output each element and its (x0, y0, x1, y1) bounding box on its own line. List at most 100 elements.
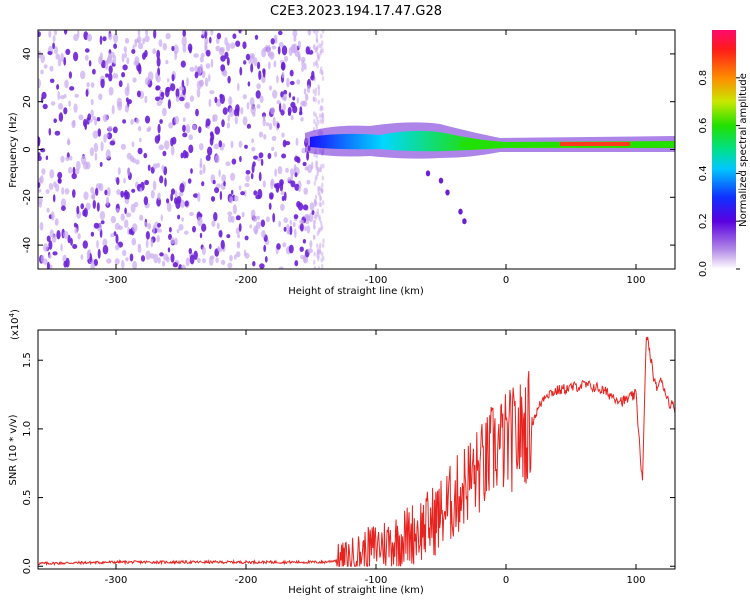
noise-blob (196, 88, 201, 98)
noise-blob (172, 262, 179, 268)
noise-blob (317, 266, 321, 269)
noise-blob (144, 49, 148, 58)
noise-blob (110, 233, 115, 238)
noise-blob (162, 150, 167, 157)
tail-scatter (425, 170, 467, 225)
noise-blob (182, 117, 186, 122)
noise-blob (202, 258, 206, 264)
noise-blob (209, 243, 212, 250)
noise-blob (210, 58, 214, 68)
noise-blob (219, 47, 225, 56)
noise-blob (264, 255, 268, 263)
spectrogram-y-ticks: -40 -20 0 20 40 (22, 48, 675, 253)
noise-blob (175, 96, 180, 103)
snr-y-scale-exponent: 4 (8, 312, 16, 317)
noise-blob (220, 55, 226, 62)
noise-blob (197, 192, 201, 202)
noise-blob (229, 196, 234, 204)
noise-blob (297, 40, 302, 49)
noise-blob (126, 152, 132, 160)
noise-blob (161, 164, 165, 172)
noise-blob (317, 90, 320, 96)
noise-blob (54, 218, 59, 226)
noise-blob (210, 196, 216, 202)
noise-blob (188, 144, 194, 154)
noise-blob (269, 51, 275, 60)
noise-blob (102, 36, 107, 42)
noise-blob (250, 63, 254, 73)
noise-blob (200, 52, 205, 58)
noise-blob (124, 219, 129, 228)
noise-blob (85, 89, 89, 97)
noise-blob (135, 159, 140, 165)
noise-blob (166, 198, 170, 204)
colorbar-gradient (712, 30, 736, 269)
noise-blob (226, 57, 230, 66)
noise-scatter (38, 30, 325, 269)
noise-blob (299, 246, 304, 252)
noise-blob (258, 131, 264, 138)
noise-blob (108, 65, 113, 74)
noise-blob (271, 45, 277, 50)
noise-blob (124, 86, 130, 97)
y-tick-label: 40 (22, 48, 33, 61)
noise-blob (269, 192, 274, 199)
noise-blob (57, 58, 62, 67)
x-tick-label: 100 (626, 575, 645, 586)
noise-blob (319, 50, 323, 56)
noise-blob (120, 143, 126, 150)
noise-blob (251, 146, 256, 152)
noise-blob (246, 123, 251, 129)
noise-blob (254, 34, 259, 40)
noise-blob (222, 69, 228, 77)
noise-blob (174, 190, 178, 196)
noise-blob (253, 190, 258, 196)
noise-blob (102, 245, 109, 255)
noise-blob (238, 223, 242, 232)
noise-blob (322, 238, 325, 244)
noise-blob (65, 156, 70, 162)
colorbar-tick-label: 0.2 (698, 213, 709, 229)
noise-blob (256, 83, 261, 90)
noise-blob (158, 39, 163, 47)
noise-blob (260, 219, 266, 228)
noise-blob (316, 243, 319, 249)
colorbar-tick-label: 0.6 (698, 118, 709, 134)
noise-blob (160, 91, 165, 97)
noise-blob (174, 50, 178, 61)
noise-blob (137, 243, 141, 248)
noise-blob (134, 56, 140, 66)
noise-blob (290, 180, 296, 188)
noise-blob (97, 248, 101, 259)
noise-blob (205, 49, 211, 57)
noise-blob (209, 90, 215, 95)
noise-blob (131, 157, 137, 164)
noise-blob (239, 155, 242, 163)
noise-blob (60, 198, 67, 208)
noise-blob (144, 179, 150, 186)
noise-blob (245, 174, 250, 182)
noise-blob (67, 234, 71, 244)
noise-blob (147, 223, 152, 230)
noise-blob (118, 225, 123, 230)
noise-blob (89, 147, 95, 157)
noise-blob (46, 207, 50, 213)
noise-blob (251, 138, 254, 144)
noise-blob (169, 226, 172, 233)
noise-blob (99, 161, 103, 167)
noise-blob (153, 253, 159, 264)
noise-blob (235, 40, 241, 47)
noise-blob (202, 164, 206, 174)
spectrogram-y-label: Frequency (Hz) (8, 112, 19, 188)
snr-x-label: Height of straight line (km) (288, 585, 424, 596)
noise-blob (204, 37, 209, 45)
noise-blob (67, 167, 73, 174)
noise-blob (182, 30, 186, 38)
noise-blob (209, 36, 212, 44)
noise-blob (321, 112, 324, 118)
noise-blob (58, 112, 64, 122)
noise-blob (316, 168, 320, 174)
noise-blob (243, 60, 247, 65)
tail-point (458, 208, 463, 215)
